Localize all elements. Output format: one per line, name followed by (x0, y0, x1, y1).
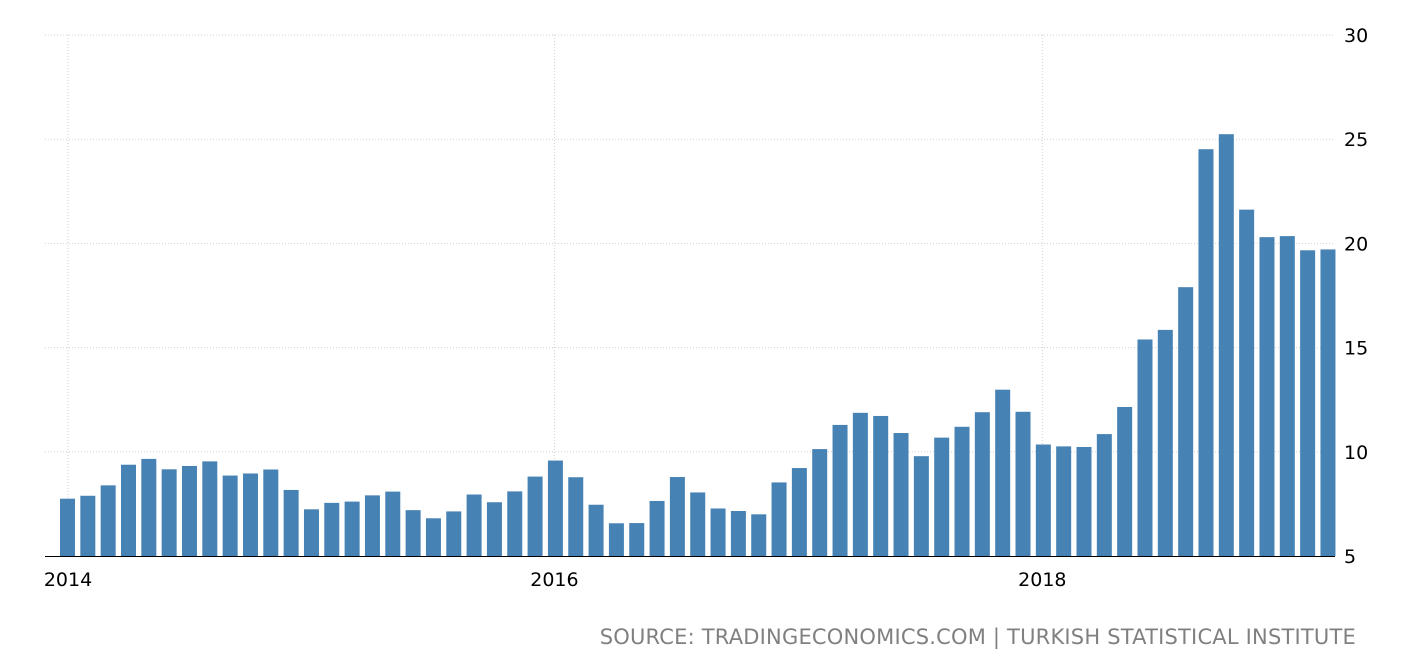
bar (1015, 411, 1031, 556)
bar (80, 495, 96, 556)
x-tick-label: 2018 (1018, 569, 1066, 591)
bar (629, 523, 645, 556)
y-tick-label: 15 (1344, 338, 1368, 360)
bar (893, 433, 909, 556)
bar (1239, 209, 1255, 556)
bar (954, 426, 970, 556)
bar (181, 465, 197, 556)
bar (1198, 149, 1214, 556)
bar (568, 477, 584, 556)
y-tick-label: 20 (1344, 233, 1368, 255)
bar (1076, 447, 1092, 556)
bar (669, 477, 685, 556)
y-tick-label: 5 (1344, 546, 1356, 568)
bar (100, 485, 116, 556)
bar (1096, 434, 1112, 556)
bar (324, 502, 340, 556)
bar (161, 469, 177, 556)
x-axis-labels: 2014 2016 2018 (44, 569, 1067, 591)
bar (507, 491, 523, 556)
bar (913, 456, 929, 556)
bar (486, 502, 502, 556)
bar (1259, 237, 1275, 556)
bar (751, 514, 767, 556)
y-tick-label: 30 (1344, 25, 1368, 47)
bar (690, 492, 706, 556)
y-axis-labels: 5 10 15 20 25 30 (1344, 25, 1368, 568)
bar (710, 508, 726, 556)
bar (1218, 134, 1234, 556)
bar (974, 412, 990, 556)
bar (730, 510, 746, 556)
bar (222, 475, 238, 556)
bar (1117, 406, 1133, 556)
bar (405, 510, 421, 556)
bar (303, 509, 319, 556)
bar (1320, 249, 1336, 556)
bar (771, 482, 787, 556)
bar (120, 464, 136, 556)
bar (588, 504, 604, 556)
bar (1157, 329, 1173, 556)
bar (1279, 236, 1295, 557)
bar (202, 461, 218, 556)
bar (995, 389, 1011, 556)
bar (425, 518, 441, 556)
bar (1056, 446, 1072, 556)
bar (141, 458, 157, 556)
bar (527, 476, 543, 556)
x-tick-label: 2016 (530, 569, 578, 591)
bar (344, 501, 360, 556)
bar (1137, 339, 1153, 556)
bar (466, 494, 482, 556)
bar (832, 424, 848, 556)
bar (791, 468, 807, 556)
bar (608, 523, 624, 556)
bar (283, 489, 299, 556)
y-tick-label: 25 (1344, 129, 1368, 151)
bar (1178, 287, 1194, 556)
bar (934, 437, 950, 556)
bar (60, 498, 75, 556)
bar (1035, 444, 1051, 556)
bar (812, 449, 828, 556)
bars (60, 134, 1336, 557)
bar (242, 473, 258, 556)
bar (649, 500, 665, 556)
source-label: SOURCE: TRADINGECONOMICS.COM | TURKISH S… (599, 625, 1356, 649)
bar (852, 412, 868, 556)
bar (446, 511, 462, 556)
bar (364, 495, 380, 556)
x-tick-label: 2014 (44, 569, 92, 591)
y-tick-label: 10 (1344, 442, 1368, 464)
bar (385, 491, 401, 556)
bar (263, 469, 279, 556)
bar (547, 460, 563, 556)
bar (1300, 250, 1316, 556)
bar (873, 415, 889, 556)
